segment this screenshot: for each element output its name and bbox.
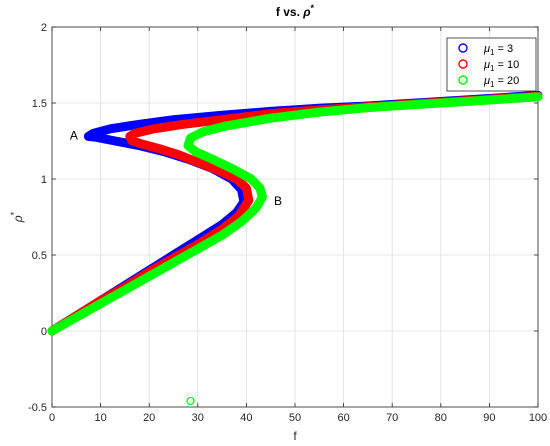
x-tick-label: 20 (143, 412, 155, 424)
legend-marker-1 (458, 43, 468, 53)
data-point (48, 327, 56, 335)
data-point (247, 175, 256, 183)
data-point (363, 103, 372, 112)
annotations: AB (70, 128, 282, 207)
y-tick-label: 2 (41, 22, 47, 34)
data-point (244, 196, 253, 205)
x-tick-label: 90 (483, 412, 495, 424)
legend: μ1 = 3 μ1 = 10 μ1 = 20 (446, 37, 537, 92)
data-point (252, 203, 261, 212)
data-point (137, 140, 146, 149)
data-point (191, 147, 200, 156)
x-tick-label: 10 (94, 412, 106, 424)
outlier-point (186, 396, 195, 406)
data-point (208, 155, 217, 164)
x-tick-label: 30 (192, 412, 204, 424)
x-axis-ticks: 0 10 20 30 40 50 60 70 80 90 100 (49, 27, 547, 424)
data-point (179, 120, 188, 129)
x-axis-label: f (293, 429, 297, 443)
legend-label-1: μ1 = 3 (483, 43, 513, 57)
data-point (154, 144, 163, 153)
legend-marker-2 (458, 59, 468, 69)
data-point (72, 313, 81, 322)
data-point (242, 184, 251, 193)
x-tick-label: 60 (337, 412, 349, 424)
annotation-a: A (70, 128, 78, 142)
series-line-3 (47, 92, 543, 336)
data-point (145, 272, 154, 281)
data-point (130, 129, 139, 138)
data-point (237, 217, 246, 226)
legend-marker-3 (458, 75, 468, 85)
x-tick-label: 100 (529, 412, 547, 424)
data-point (222, 121, 231, 130)
data-point (186, 133, 195, 142)
y-tick-label: 0.5 (32, 250, 47, 262)
data-point (461, 97, 470, 106)
data-point (193, 158, 202, 167)
data-point (128, 137, 137, 145)
x-tick-label: 0 (49, 412, 55, 424)
data-point (266, 114, 275, 123)
data-point (193, 244, 202, 253)
data-point (256, 184, 265, 193)
y-tick-label: 0 (41, 326, 47, 338)
data-point (218, 231, 227, 240)
data-point (412, 100, 421, 109)
legend-label-2: μ1 = 10 (483, 59, 519, 73)
chart-title: f vs. ρ* (276, 3, 315, 19)
series-markers-3 (48, 92, 542, 335)
data-point (169, 258, 178, 267)
data-point (120, 285, 129, 294)
data-point (174, 150, 183, 159)
y-axis-ticks: -0.5 0 0.5 1 1.5 2 (28, 22, 538, 414)
data-point (534, 92, 542, 101)
data-point (184, 141, 193, 150)
y-axis-label: ρ* (9, 211, 25, 223)
x-tick-label: 40 (240, 412, 252, 424)
annotation-b: B (274, 194, 282, 208)
data-point (258, 193, 267, 202)
data-point (198, 127, 207, 136)
data-point (96, 299, 105, 308)
legend-box (446, 37, 537, 92)
series-group (47, 90, 543, 406)
data-point (106, 124, 115, 133)
data-point (150, 124, 159, 133)
data-point (509, 94, 518, 103)
data-point (111, 137, 120, 145)
data-point (227, 164, 236, 173)
data-point (315, 108, 324, 117)
legend-label-3: μ1 = 20 (483, 75, 519, 89)
y-tick-label: -0.5 (28, 402, 47, 414)
y-tick-label: 1.5 (32, 98, 47, 110)
x-tick-label: 70 (386, 412, 398, 424)
data-point (89, 129, 98, 138)
x-tick-label: 50 (289, 412, 301, 424)
x-tick-label: 80 (435, 412, 447, 424)
y-tick-label: 1 (41, 174, 47, 186)
